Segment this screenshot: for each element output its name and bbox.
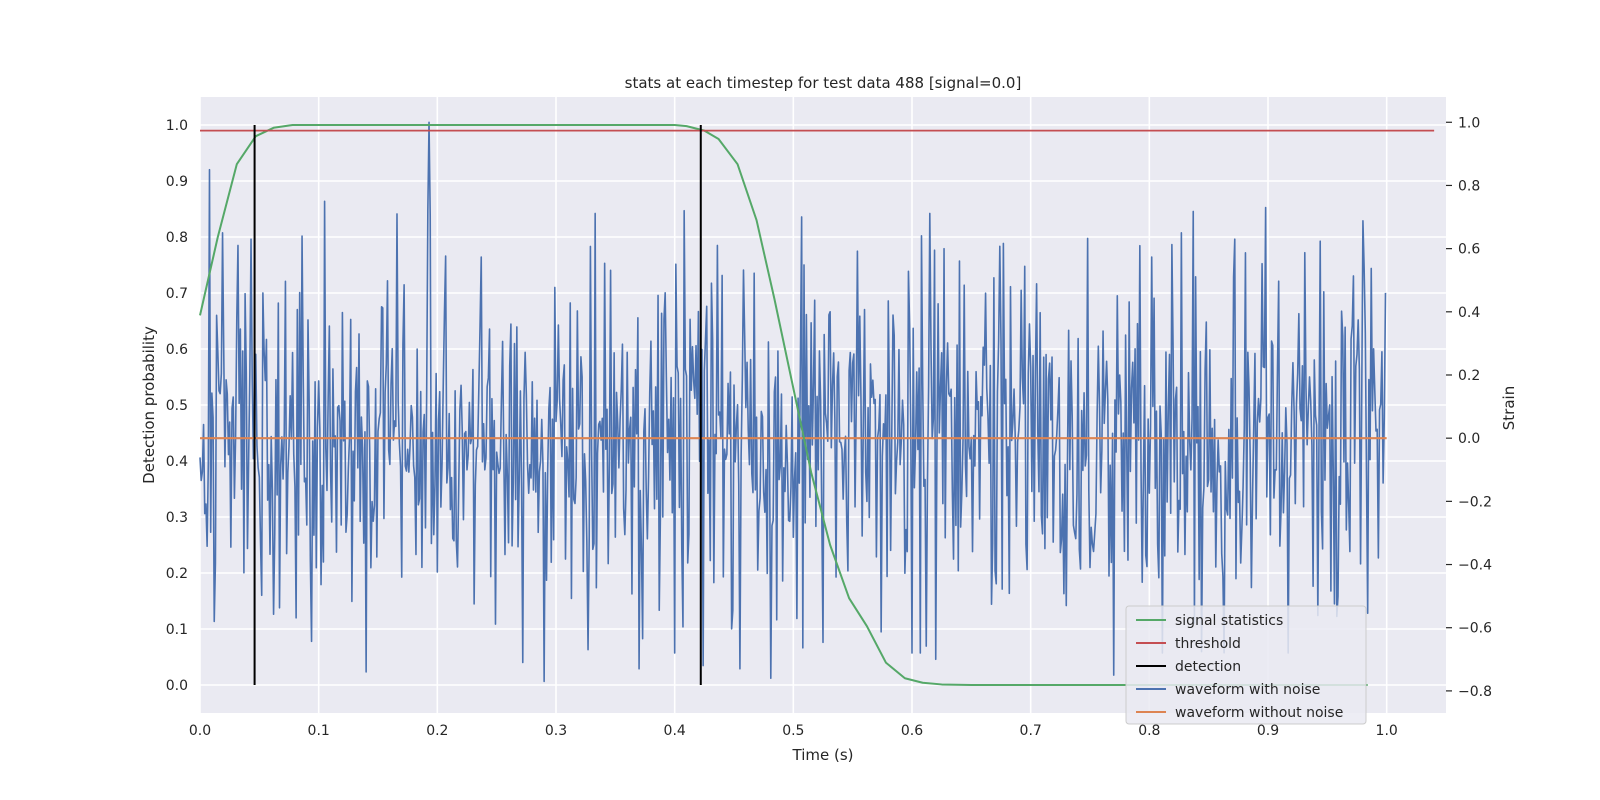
right-y-tick-label: 0.6 [1458,242,1480,258]
series-waveform-with-noise [199,121,1387,683]
left-y-tick-label: 0.6 [166,342,188,358]
right-y-tick-label: −0.2 [1458,494,1492,510]
series-signal-statistics [199,124,1368,686]
x-tick-label: 0.8 [1138,723,1160,739]
x-tick-label: 0.5 [782,723,804,739]
x-tick-label: 0.2 [426,723,448,739]
legend-label: detection [1175,659,1241,675]
x-tick-label: 0.9 [1257,723,1279,739]
legend-label: threshold [1175,636,1241,652]
x-tick-label: 0.6 [901,723,923,739]
legend: signal statistics threshold detection wavef… [1125,605,1367,725]
chart-title: stats at each timestep for test data 488… [625,74,1022,92]
right-y-tick-label: 0.2 [1458,368,1480,384]
x-axis-title: Time (s) [792,746,854,764]
left-y-tick-label: 0.5 [166,398,188,414]
left-y-tick-label: 0.8 [166,230,188,246]
right-y-tick-label: 1.0 [1458,115,1480,131]
legend-label: signal statistics [1175,613,1283,629]
left-y-tick-label: 0.3 [166,510,188,526]
left-y-tick-label: 1.0 [166,118,188,134]
right-y-axis-title: Strain [1500,386,1518,430]
x-axis-ticks: 0.0 0.1 0.2 0.3 0.4 0.5 0.6 0.7 0.8 0.9 1.0 [189,723,1398,739]
left-y-tick-label: 0.1 [166,622,188,638]
legend-label: waveform with noise [1175,682,1320,698]
right-y-tick-label: 0.0 [1458,431,1480,447]
left-y-tick-label: 0.7 [166,286,188,302]
left-y-axis-ticks: 0.0 0.1 0.2 0.3 0.4 0.5 0.6 0.7 0.8 0.9 1.0 [166,118,188,694]
left-y-tick-label: 0.0 [166,678,188,694]
right-y-tick-label: −0.8 [1458,684,1492,700]
right-y-tick-label: −0.6 [1458,621,1492,637]
left-y-axis-title: Detection probability [140,326,158,484]
left-y-tick-label: 0.9 [166,174,188,190]
right-y-axis-ticks: −0.8 −0.6 −0.4 −0.2 0.0 0.2 0.4 0.6 0.8 1.0 [1446,115,1492,700]
right-y-tick-label: 0.8 [1458,178,1480,194]
x-tick-label: 0.4 [664,723,686,739]
x-tick-label: 0.0 [189,723,211,739]
legend-label: waveform without noise [1175,705,1343,721]
legend-box [1125,605,1367,725]
left-y-tick-label: 0.2 [166,566,188,582]
x-tick-label: 0.1 [308,723,330,739]
x-tick-label: 1.0 [1376,723,1398,739]
x-tick-label: 0.3 [545,723,567,739]
x-tick-label: 0.7 [1020,723,1042,739]
right-y-tick-label: 0.4 [1458,305,1480,321]
left-y-tick-label: 0.4 [166,454,188,470]
right-y-tick-label: −0.4 [1458,558,1492,574]
series-layer [199,121,1435,686]
